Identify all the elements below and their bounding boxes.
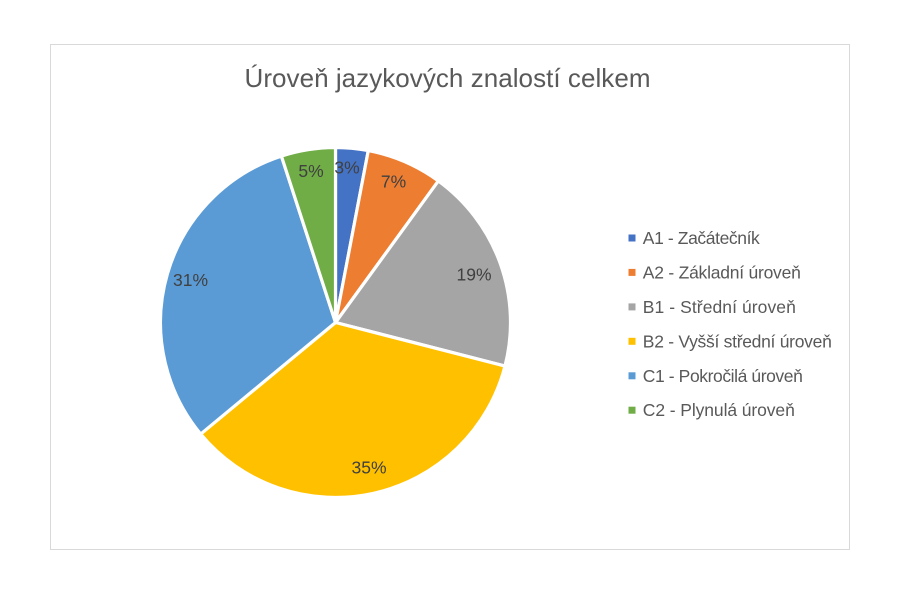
svg-text:B2 - Vyšší střední úroveň: B2 - Vyšší střední úroveň — [643, 331, 832, 351]
svg-text:C1 - Pokročilá úroveň: C1 - Pokročilá úroveň — [643, 366, 803, 386]
svg-text:3%: 3% — [334, 158, 359, 178]
svg-text:A2 - Základní úroveň: A2 - Základní úroveň — [643, 262, 801, 282]
svg-text:C2 - Plynulá úroveň: C2 - Plynulá úroveň — [643, 400, 795, 420]
svg-text:35%: 35% — [351, 458, 386, 478]
svg-text:B1 - Střední úroveň: B1 - Střední úroveň — [643, 297, 796, 317]
svg-text:31%: 31% — [173, 270, 208, 290]
svg-text:Úroveň jazykových znalostí cel: Úroveň jazykových znalostí celkem — [245, 63, 651, 93]
svg-text:7%: 7% — [381, 172, 406, 192]
svg-text:5%: 5% — [298, 161, 323, 181]
svg-text:19%: 19% — [456, 265, 491, 285]
svg-text:A1 - Začátečník: A1 - Začátečník — [643, 228, 760, 248]
